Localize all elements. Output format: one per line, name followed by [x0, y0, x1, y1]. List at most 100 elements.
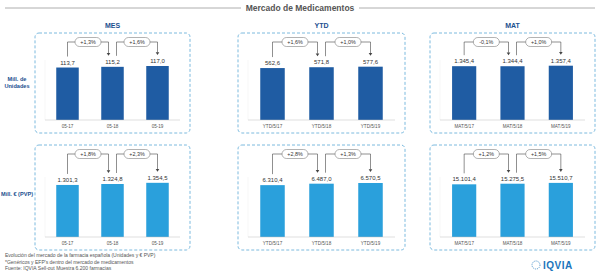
- bar: [358, 183, 383, 237]
- category-label: MAT/5/18: [503, 241, 523, 246]
- page: Mercado de Medicamentos MES YTD MAT 05-17 05-…: [0, 0, 600, 275]
- canvas: Mercado de Medicamentos MES YTD MAT 05-17 05-…: [0, 0, 600, 275]
- growth-arrow: [507, 52, 511, 55]
- x-axis: [440, 237, 585, 238]
- row-label: Mill. de Unidades: [1, 76, 33, 90]
- category-label: 05-18: [107, 241, 119, 246]
- bars: [260, 67, 383, 120]
- bar: [452, 184, 476, 237]
- bars: [452, 183, 573, 237]
- data-label: 15.510,7: [549, 175, 573, 181]
- bar: [146, 183, 169, 237]
- category-label: 05-17: [62, 124, 74, 129]
- growth-label: +2,8%: [287, 151, 303, 157]
- bar: [549, 66, 573, 120]
- bar: [358, 67, 383, 120]
- chart-frame: [35, 145, 190, 250]
- growth-label: +1,0%: [531, 39, 547, 45]
- chart-frame: [35, 33, 190, 133]
- x-axis: [248, 237, 395, 238]
- data-label: 1.357,4: [551, 58, 572, 64]
- growth-label: +1,5%: [531, 151, 547, 157]
- data-label: 1.344,4: [502, 58, 523, 64]
- chart: YTD/5/17YTD/5/18YTD/5/19562,6571,8577,6+…: [238, 33, 405, 133]
- x-axis: [45, 120, 180, 121]
- growth-label: +1,0%: [340, 39, 356, 45]
- category-label: 05-19: [152, 124, 164, 129]
- data-label: 1.345,4: [454, 58, 475, 64]
- chart: MAT/5/17MAT/5/18MAT/5/191.345,41.344,41.…: [430, 33, 595, 133]
- bar: [101, 184, 124, 237]
- bars: [56, 183, 169, 237]
- chart-frame: [430, 145, 595, 250]
- bar: [549, 183, 573, 237]
- bar: [146, 66, 169, 120]
- growth-arrow: [507, 170, 511, 173]
- bars: [56, 66, 169, 120]
- bar: [309, 67, 334, 120]
- category-label: YTD/5/18: [312, 241, 332, 246]
- row-label: Mill. € (PVP): [1, 191, 33, 198]
- footnote: Evolución del mercado de la farmacia esp…: [5, 252, 156, 258]
- category-label: YTD/5/18: [312, 124, 332, 129]
- value-axis: [45, 177, 46, 237]
- chart-frame: [430, 33, 595, 133]
- logo: IQVIA: [532, 260, 573, 271]
- chart: 05-1705-1805-19113,7115,2117,0+1,3%+1,6%: [35, 33, 190, 133]
- data-label: 15.275,5: [501, 176, 525, 182]
- bar: [500, 184, 524, 237]
- bar: [56, 68, 79, 120]
- data-label: 1.354,5: [147, 175, 168, 181]
- growth-pill: [75, 150, 101, 159]
- category-label: 05-18: [107, 124, 119, 129]
- title: Mercado de Medicamentos: [246, 3, 355, 13]
- logo-text: IQVIA: [543, 260, 573, 271]
- x-axis: [440, 120, 585, 121]
- growth-arrow: [559, 52, 563, 55]
- growth-arrow: [369, 53, 373, 56]
- growth-label: +2,3%: [129, 151, 145, 157]
- category-label: YTD/5/19: [361, 124, 381, 129]
- column-header: YTD: [315, 22, 329, 29]
- column-header: MES: [105, 22, 121, 29]
- growth-label: +1,2%: [479, 151, 495, 157]
- growth-arrow: [156, 52, 160, 55]
- chart: YTD/5/17YTD/5/18YTD/5/196.310,46.487,06.…: [238, 145, 405, 250]
- value-axis: [45, 60, 46, 120]
- data-label: 1.301,3: [57, 177, 78, 183]
- footnote: *Genéricos y EFP's dentro del mercado de…: [5, 259, 134, 265]
- category-label: MAT/5/17: [454, 124, 474, 129]
- value-axis: [440, 60, 441, 120]
- growth-pill: [124, 38, 150, 47]
- category-label: YTD/5/17: [263, 241, 283, 246]
- footnote: Fuente: IQVIA Sell-out Muestra 6.200 far…: [5, 265, 112, 271]
- chart: 05-1705-1805-191.301,31.324,81.354,5+1,8…: [35, 145, 190, 250]
- chart-frame: [238, 33, 405, 133]
- growth-arrow: [559, 169, 563, 172]
- bar: [101, 67, 124, 120]
- growth-arrow: [316, 170, 320, 173]
- bar: [452, 66, 476, 120]
- value-axis: [248, 177, 249, 237]
- category-label: MAT/5/17: [454, 241, 474, 246]
- column-header: MAT: [505, 22, 520, 29]
- category-label: 05-17: [62, 241, 74, 246]
- data-label: 6.570,5: [360, 175, 381, 181]
- growth-arrow: [369, 169, 373, 172]
- logo-mark: [532, 261, 540, 269]
- growth-pill: [526, 150, 552, 159]
- data-label: 1.324,8: [102, 176, 123, 182]
- x-axis: [45, 237, 180, 238]
- category-label: MAT/5/18: [503, 124, 523, 129]
- category-label: YTD/5/19: [361, 241, 381, 246]
- growth-pill: [473, 150, 499, 159]
- growth-label: +1,3%: [80, 39, 96, 45]
- growth-arrow: [107, 53, 111, 56]
- data-label: 15.101,4: [452, 176, 476, 182]
- growth-label: +1,6%: [129, 39, 145, 45]
- data-label: 113,7: [60, 60, 75, 66]
- bar: [56, 185, 79, 237]
- data-label: 571,8: [314, 59, 330, 65]
- x-axis: [248, 120, 395, 121]
- bar: [260, 68, 285, 120]
